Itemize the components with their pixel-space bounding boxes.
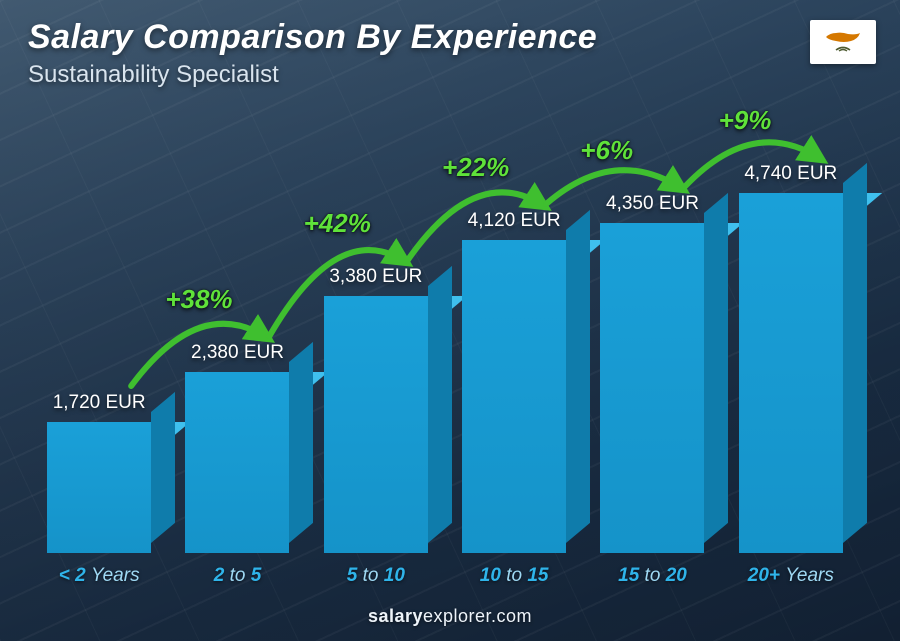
salary-bar-chart: 1,720 EUR 2,380 EUR 3,380 EUR 4,120 EUR 4,35… xyxy=(30,110,860,581)
increment-percent-label: +9% xyxy=(719,105,772,136)
bar-front-face xyxy=(739,193,843,553)
footer-brand-rest: explorer.com xyxy=(423,606,532,626)
bar-front-face xyxy=(47,422,151,553)
x-axis-label: 15 to 20 xyxy=(583,565,721,587)
bar xyxy=(600,223,704,553)
bar-value-label: 4,350 EUR xyxy=(606,193,699,215)
bar-slot: 1,720 EUR xyxy=(30,392,168,553)
bar-slot: 4,740 EUR xyxy=(722,163,860,553)
increment-percent-label: +6% xyxy=(580,135,633,166)
bar-value-label: 2,380 EUR xyxy=(191,342,284,364)
x-axis-label: 20+ Years xyxy=(722,565,860,587)
footer-brand: salaryexplorer.com xyxy=(0,606,900,627)
bar-front-face xyxy=(185,372,289,553)
bar-value-label: 4,740 EUR xyxy=(744,163,837,185)
bar-front-face xyxy=(600,223,704,553)
bar-value-label: 1,720 EUR xyxy=(53,392,146,414)
bar xyxy=(462,240,566,553)
country-flag-cyprus xyxy=(810,20,876,64)
footer-brand-bold: salary xyxy=(368,606,423,626)
bar-slot: 4,120 EUR xyxy=(445,210,583,553)
increment-percent-label: +42% xyxy=(304,208,371,239)
bar-slot: 2,380 EUR xyxy=(168,342,306,553)
header: Salary Comparison By Experience Sustaina… xyxy=(28,18,597,89)
x-axis-label: 10 to 15 xyxy=(445,565,583,587)
bar-slot: 3,380 EUR xyxy=(307,266,445,553)
cyprus-flag-icon xyxy=(816,24,870,60)
x-axis-labels: < 2 Years2 to 55 to 1010 to 1515 to 2020… xyxy=(30,565,860,587)
bar-value-label: 4,120 EUR xyxy=(468,210,561,232)
bar xyxy=(185,372,289,553)
bar-value-label: 3,380 EUR xyxy=(329,266,422,288)
x-axis-label: 5 to 10 xyxy=(307,565,445,587)
page-subtitle: Sustainability Specialist xyxy=(28,61,597,89)
bar-side-face xyxy=(843,163,867,543)
bar xyxy=(324,296,428,553)
page-title: Salary Comparison By Experience xyxy=(28,18,597,57)
infographic-stage: Salary Comparison By Experience Sustaina… xyxy=(0,0,900,641)
x-axis-label: 2 to 5 xyxy=(168,565,306,587)
bar xyxy=(739,193,843,553)
bar-slot: 4,350 EUR xyxy=(583,193,721,553)
increment-percent-label: +38% xyxy=(165,284,232,315)
increment-percent-label: +22% xyxy=(442,152,509,183)
bar xyxy=(47,422,151,553)
bar-front-face xyxy=(462,240,566,553)
x-axis-label: < 2 Years xyxy=(30,565,168,587)
bar-front-face xyxy=(324,296,428,553)
